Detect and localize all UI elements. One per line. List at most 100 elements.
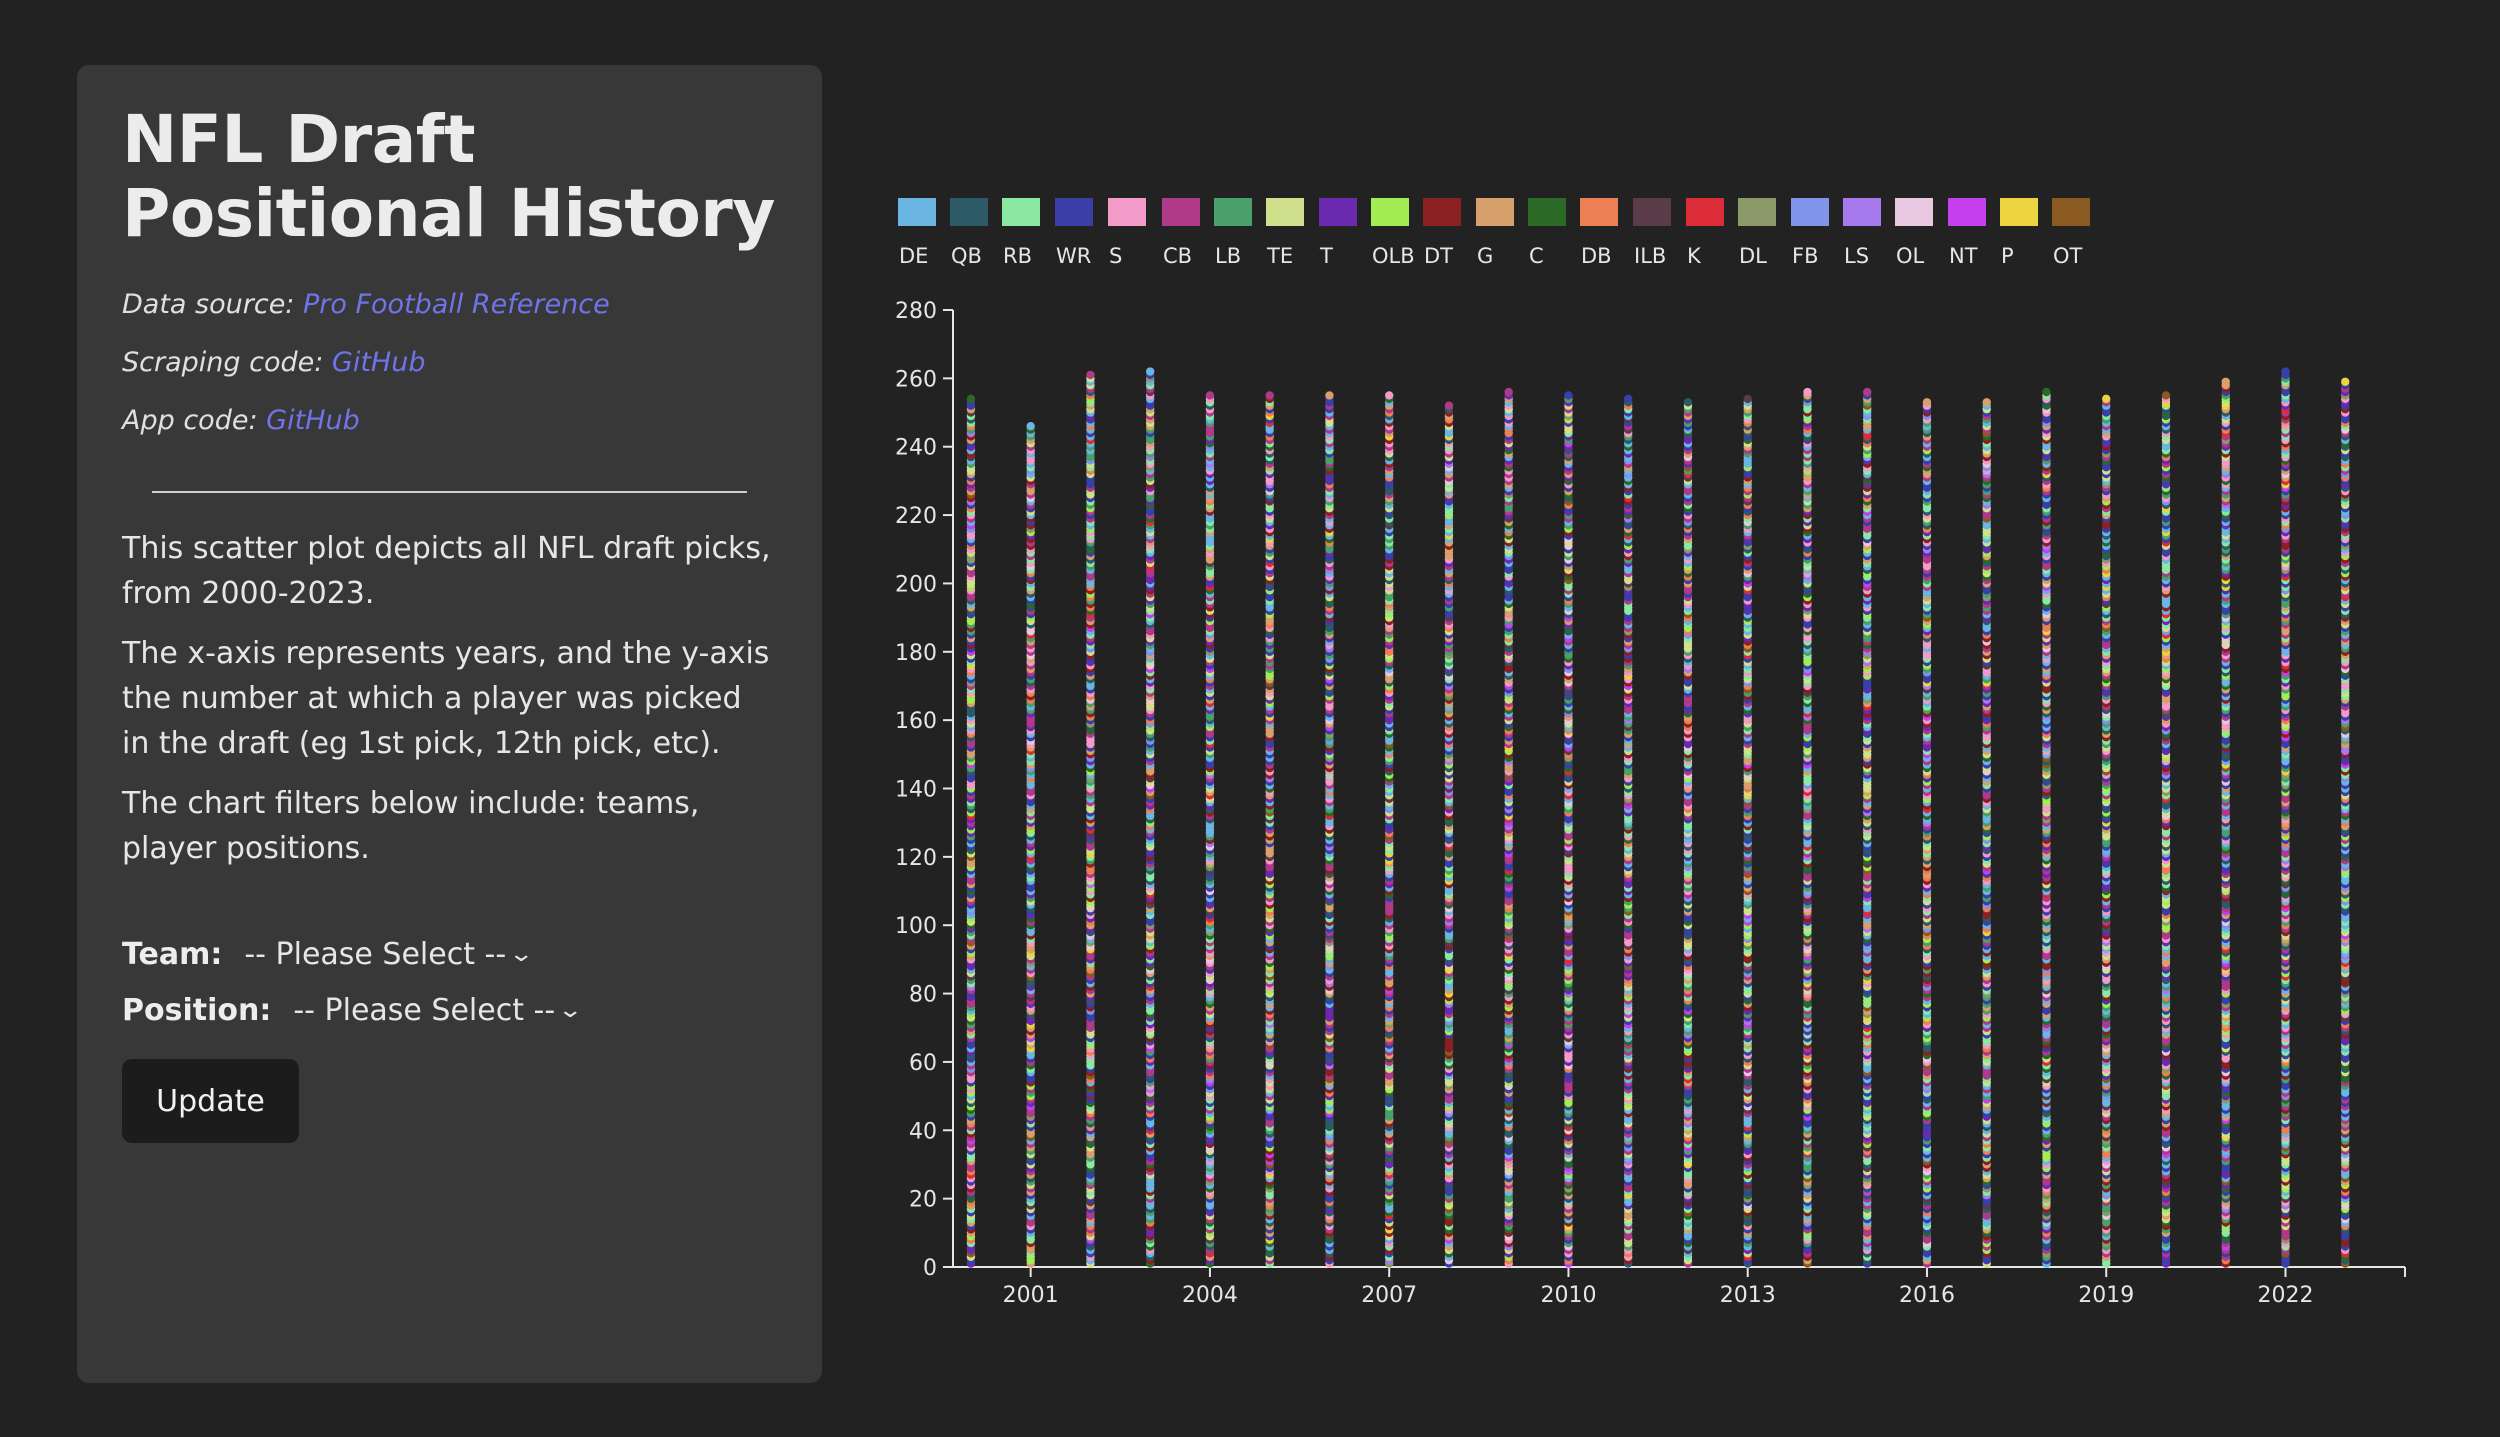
legend-label: G	[1477, 244, 1493, 268]
legend-item-nt: NT	[1948, 198, 1986, 268]
year-column-2018	[2042, 387, 2051, 1268]
legend-swatch	[1055, 198, 1093, 226]
legend-label: DT	[1424, 244, 1453, 268]
draft-pick-point	[1145, 367, 1155, 376]
legend-item-rb: RB	[1002, 198, 1040, 268]
legend-label: P	[2001, 244, 2014, 268]
year-column-2004	[1205, 391, 1215, 1268]
year-column-2007	[1384, 391, 1394, 1268]
legend-item-dt: DT	[1423, 198, 1461, 268]
app-code-link[interactable]: GitHub	[266, 405, 360, 436]
year-column-2003	[1145, 367, 1155, 1268]
legend-item-qb: QB	[950, 198, 988, 268]
draft-pick-point	[1205, 391, 1215, 400]
year-column-2000	[966, 394, 976, 1268]
y-tick-label: 0	[923, 1256, 937, 1281]
legend-swatch	[2052, 198, 2090, 226]
y-tick-label: 160	[895, 709, 937, 734]
legend-item-db: DB	[1580, 198, 1618, 268]
legend-label: S	[1109, 244, 1122, 268]
year-column-2016	[1922, 398, 1932, 1268]
scraping-code-line: Scraping code: GitHub	[122, 347, 777, 378]
draft-pick-point	[1086, 370, 1095, 380]
position-filter-label: Position:	[122, 992, 272, 1028]
legend-item-k: K	[1686, 198, 1724, 268]
legend-label: WR	[1056, 244, 1091, 268]
draft-pick-point	[1026, 422, 1035, 431]
x-tick-label: 2001	[1003, 1283, 1059, 1308]
legend-label: OLB	[1372, 244, 1415, 268]
chevron-down-icon: ⌄	[557, 997, 584, 1023]
legend-swatch	[1002, 198, 1040, 226]
legend-item-te: TE	[1266, 198, 1304, 268]
legend-item-t: T	[1319, 198, 1357, 268]
year-column-2011	[1624, 394, 1633, 1268]
data-points	[966, 367, 2350, 1268]
year-column-2001	[1026, 422, 1035, 1268]
legend-item-ls: LS	[1843, 198, 1881, 268]
draft-pick-point	[1564, 391, 1573, 400]
year-column-2010	[1564, 391, 1573, 1268]
y-tick-label: 140	[895, 778, 937, 803]
legend-item-cb: CB	[1162, 198, 1200, 268]
legend-item-s: S	[1108, 198, 1146, 268]
legend-label: NT	[1949, 244, 1978, 268]
data-source-line: Data source: Pro Football Reference	[122, 289, 777, 320]
legend-item-ilb: ILB	[1633, 198, 1671, 268]
x-tick-label: 2010	[1540, 1283, 1596, 1308]
y-tick-label: 220	[895, 504, 937, 529]
legend-swatch	[1476, 198, 1514, 226]
description-paragraph-2: The x-axis represents years, and the y-a…	[122, 636, 770, 761]
legend-item-g: G	[1476, 198, 1514, 268]
legend-label: DB	[1581, 244, 1612, 268]
draft-pick-point	[1504, 387, 1513, 397]
legend-item-dl: DL	[1738, 198, 1776, 268]
draft-pick-point	[1743, 394, 1752, 404]
legend-item-de: DE	[898, 198, 936, 268]
draft-pick-point	[1624, 394, 1633, 404]
legend-item-lb: LB	[1214, 198, 1252, 268]
legend-item-fb: FB	[1791, 198, 1829, 268]
legend-swatch	[1738, 198, 1776, 226]
legend-label: K	[1687, 244, 1702, 268]
year-column-2009	[1504, 387, 1513, 1268]
legend-label: ILB	[1634, 244, 1666, 268]
scraping-code-link[interactable]: GitHub	[331, 347, 426, 378]
legend-label: LS	[1844, 244, 1869, 268]
x-tick-label: 2007	[1361, 1283, 1417, 1308]
legend-swatch	[1791, 198, 1829, 226]
legend-swatch	[1528, 198, 1566, 226]
y-tick-label: 100	[895, 914, 937, 939]
y-tick-label: 120	[895, 846, 937, 871]
legend-label: DE	[899, 244, 928, 268]
team-select-value: -- Please Select --	[244, 936, 507, 972]
x-tick-label: 2019	[2078, 1283, 2134, 1308]
draft-pick-point	[1265, 391, 1274, 400]
year-column-2013	[1743, 394, 1752, 1268]
sidebar-panel: NFL Draft Positional History Data source…	[77, 65, 822, 1383]
draft-pick-point	[1384, 391, 1394, 400]
update-button[interactable]: Update	[122, 1059, 299, 1143]
x-tick-label: 2013	[1720, 1283, 1776, 1308]
team-select[interactable]: -- Please Select -- ⌄	[238, 935, 536, 974]
description-paragraph-3: The chart filters below include: teams, …	[122, 786, 700, 866]
legend-swatch	[1895, 198, 1933, 226]
page-title: NFL Draft Positional History	[122, 101, 775, 252]
y-tick-label: 260	[895, 367, 937, 392]
draft-pick-point	[1863, 387, 1872, 397]
data-source-link[interactable]: Pro Football Reference	[303, 289, 610, 320]
team-filter-label: Team:	[122, 936, 223, 972]
position-select[interactable]: -- Please Select -- ⌄	[287, 991, 585, 1030]
year-column-2014	[1803, 387, 1812, 1268]
legend-label: LB	[1215, 244, 1241, 268]
legend-label: CB	[1163, 244, 1192, 268]
legend-item-wr: WR	[1055, 198, 1093, 268]
axes: 0204060801001201401601802002202402602802…	[895, 299, 2406, 1308]
x-tick-label: 2004	[1182, 1283, 1238, 1308]
scraping-code-label: Scraping code:	[122, 347, 324, 378]
team-filter: Team: -- Please Select -- ⌄	[122, 929, 777, 979]
legend-item-ot: OT	[2052, 198, 2090, 268]
y-tick-label: 240	[895, 436, 937, 461]
legend-swatch	[1843, 198, 1881, 226]
